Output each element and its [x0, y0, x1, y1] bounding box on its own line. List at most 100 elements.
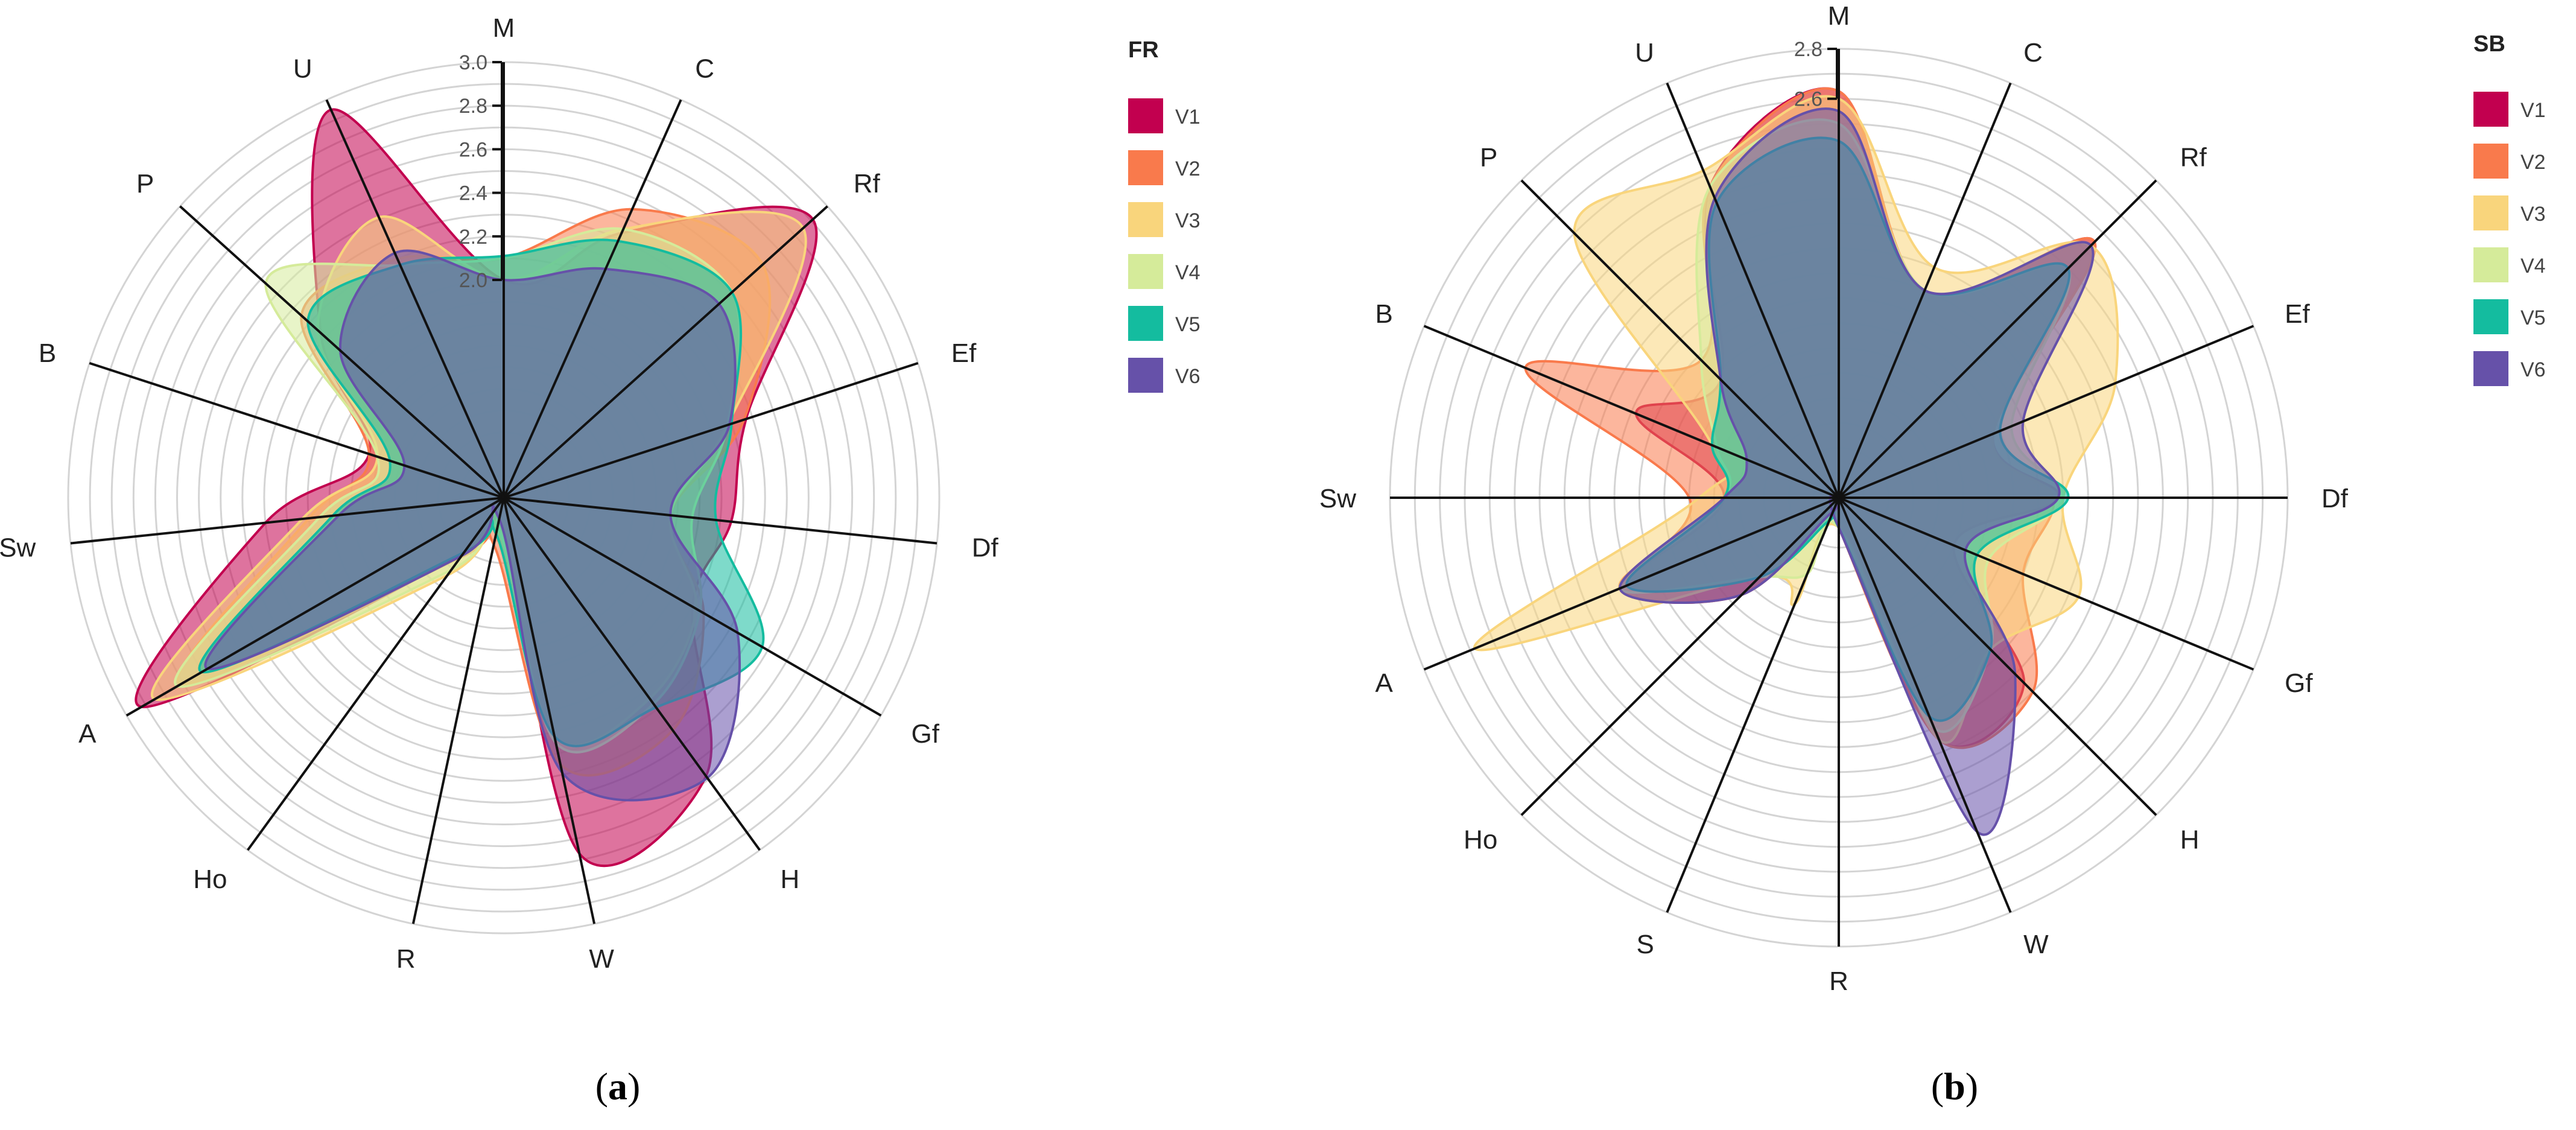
axis-spoke — [1666, 82, 1840, 498]
panel-caption-b: (b) — [1931, 1065, 1978, 1108]
radar-ticks-a: 2.0 2.2 2.4 2.6 2.8 3.0 — [459, 51, 503, 292]
axis-spoke — [1838, 325, 2254, 499]
axis-label-sw: Sw — [1319, 484, 1356, 513]
legend-swatch-v3 — [2473, 195, 2508, 230]
axis-label-df: Df — [972, 533, 999, 563]
axis-spoke — [1423, 325, 1839, 499]
axis-label-ho: Ho — [193, 865, 227, 894]
axis-label-p: P — [136, 169, 154, 198]
axis-spoke — [1838, 82, 2012, 498]
legend-label-v4: V4 — [1175, 261, 1201, 284]
axis-label-c: C — [2023, 38, 2043, 68]
legend-swatch-v4 — [2473, 247, 2508, 282]
axis-label-u: U — [1635, 38, 1654, 68]
radar-chart-a: 2.0 2.2 2.4 2.6 2.8 3.0 M C Rf Ef Df Gf H W R Ho A Sw B P U… — [0, 13, 1201, 1108]
axis-label-r: R — [1829, 967, 1848, 996]
legend-label-v4: V4 — [2520, 255, 2546, 278]
axis-label-m: M — [1828, 1, 1850, 31]
legend-swatch-v2 — [1128, 150, 1163, 185]
legend-swatch-v5 — [2473, 299, 2508, 334]
axis-spoke — [325, 99, 505, 498]
axis-label-h: H — [781, 865, 800, 894]
legend-label-v6: V6 — [2520, 358, 2546, 381]
axis-label-sw: Sw — [0, 533, 36, 563]
axis-spoke — [411, 497, 505, 924]
axis-label-u: U — [293, 54, 312, 83]
axis-spoke — [1520, 179, 1840, 499]
axis-label-rf: Rf — [854, 169, 881, 198]
axis-spoke — [503, 361, 919, 499]
axis-spoke — [503, 497, 882, 717]
axis-label-df: Df — [2321, 484, 2349, 513]
axis-spoke — [1838, 497, 2012, 913]
axis-spoke — [1520, 497, 1840, 816]
axis-label-b: B — [1375, 299, 1393, 329]
axis-spoke — [246, 497, 505, 851]
radar-spokes-b — [1390, 49, 2288, 947]
tick-label: 2.0 — [459, 269, 487, 292]
panel-caption-a: (a) — [595, 1065, 641, 1108]
legend-label-v3: V3 — [2520, 203, 2546, 226]
axis-label-r: R — [396, 944, 416, 974]
axis-label-c: C — [695, 54, 714, 83]
tick-label: 2.6 — [459, 138, 487, 161]
axis-label-a: A — [78, 719, 97, 749]
axis-spoke — [1838, 179, 2157, 499]
legend-swatch-v3 — [1128, 202, 1163, 237]
radar-axis-labels-b: M C Rf Ef Df Gf H W R S Ho A Sw B P U — [1319, 1, 2349, 996]
axis-label-w: W — [589, 944, 614, 974]
tick-label: 2.8 — [459, 95, 487, 118]
legend-label-v5: V5 — [2520, 306, 2546, 329]
axis-spoke — [503, 497, 761, 851]
axis-label-rf: Rf — [2180, 142, 2207, 172]
axis-label-ef: Ef — [2285, 299, 2310, 329]
series-area-v6 — [204, 249, 741, 802]
axis-spoke — [503, 497, 937, 545]
radar-ticks-b: 2.6 2.8 — [1794, 38, 1838, 111]
axis-spoke — [503, 99, 682, 498]
axis-spoke — [1838, 497, 2254, 671]
tick-label: 3.0 — [459, 51, 487, 74]
axis-spoke — [1666, 497, 1840, 913]
axis-spoke — [503, 205, 828, 499]
axis-spoke — [1838, 497, 2157, 816]
tick-label: 2.2 — [459, 226, 487, 249]
legend-swatch-v6 — [1128, 358, 1163, 393]
axis-spoke — [70, 497, 504, 545]
axis-label-gf: Gf — [2285, 668, 2313, 698]
legend-swatch-v1 — [2473, 92, 2508, 127]
legend-swatch-v4 — [1128, 254, 1163, 289]
panel-caption-letter-a: a — [608, 1065, 627, 1108]
legend-swatch-v6 — [2473, 351, 2508, 386]
legend-b: SB V1 V2 V3 V4 V5 V6 — [2473, 31, 2546, 386]
axis-label-a: A — [1375, 668, 1394, 698]
axis-spoke — [125, 497, 504, 717]
axis-label-b: B — [39, 338, 56, 368]
axis-label-w: W — [2023, 930, 2049, 959]
legend-label-v1: V1 — [1175, 106, 1201, 129]
radar-spokes-a — [70, 62, 937, 924]
axis-label-gf: Gf — [912, 719, 940, 749]
legend-label-v3: V3 — [1175, 209, 1201, 232]
legend-label-v2: V2 — [1175, 157, 1201, 180]
axis-label-s: S — [1637, 930, 1654, 959]
legend-swatch-v5 — [1128, 306, 1163, 341]
series-area-v6 — [1619, 107, 2095, 836]
axis-spoke — [179, 205, 505, 499]
legend-label-v1: V1 — [2520, 99, 2546, 122]
axis-spoke — [89, 361, 504, 499]
axis-label-m: M — [493, 13, 515, 43]
legend-swatch-v1 — [1128, 98, 1163, 133]
legend-label-v6: V6 — [1175, 365, 1201, 388]
radar-axis-labels-a: M C Rf Ef Df Gf H W R Ho A Sw B P U — [0, 13, 998, 974]
axis-label-ho: Ho — [1464, 825, 1497, 855]
panel-caption-letter-b: b — [1944, 1065, 1965, 1108]
legend-title-b: SB — [2473, 31, 2505, 57]
radar-chart-b: 2.6 2.8 M C Rf Ef Df Gf H W R S Ho A Sw B P U SB V1 V2 V3 V… — [1319, 1, 2546, 1108]
legend-swatch-v2 — [2473, 144, 2508, 179]
axis-spoke — [1423, 497, 1839, 671]
legend-title-a: FR — [1128, 37, 1159, 63]
axis-label-h: H — [2180, 825, 2200, 855]
axis-label-p: P — [1480, 142, 1497, 172]
